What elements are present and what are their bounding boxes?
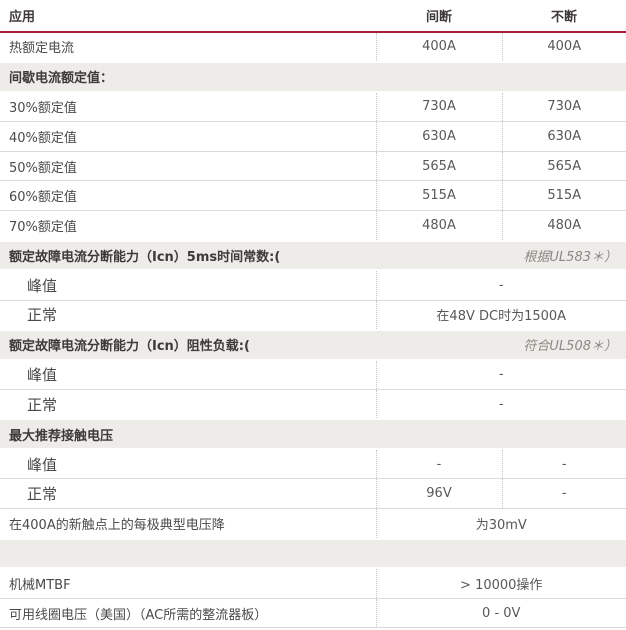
row-label: 在400A的新触点上的每极典型电压降 <box>0 508 376 540</box>
intermittent-value: 565A <box>375 151 502 182</box>
merged-value: 在48V DC时为1500A <box>375 300 626 331</box>
row-contact-voltage-normal: 正常 96V - <box>0 478 626 510</box>
intermittent-value: 515A <box>375 180 502 212</box>
row-label: 可用线圈电压（美国）（AC所需的整流器板） <box>0 598 376 629</box>
section-intermittent-ratings: 间歇电流额定值： <box>0 60 626 93</box>
intermittent-value: 730A <box>375 91 502 122</box>
intermittent-value: 96V <box>375 478 502 510</box>
row-thermal-current: 热额定电流 400A 400A <box>0 32 626 63</box>
row-label: 峰值 <box>0 449 376 480</box>
row-label: 30%额定值 <box>0 91 376 122</box>
merged-value: - <box>375 359 626 391</box>
row-label: 70%额定值 <box>0 210 376 242</box>
row-30-percent: 30%额定值 730A 730A <box>0 91 626 122</box>
merged-value: 0 - 0V <box>375 598 626 629</box>
merged-value: - <box>375 270 626 301</box>
table-header-row: 应用 间断 不断 <box>0 0 626 33</box>
row-label: 机械MTBF <box>0 568 376 599</box>
continuous-value: 480A <box>501 210 626 242</box>
section-note: 符合UL508＊） <box>523 339 617 355</box>
section-label: 额定故障电流分断能力（Icn）5ms时间常数:( <box>9 249 281 265</box>
row-60-percent: 60%额定值 515A 515A <box>0 180 626 212</box>
row-icn-resistive-peak: 峰值 - <box>0 359 626 391</box>
row-label: 正常 <box>0 300 376 331</box>
continuous-value: 630A <box>501 121 626 152</box>
continuous-value: 515A <box>501 180 626 212</box>
merged-value: > 10000操作 <box>375 568 626 599</box>
continuous-value: 730A <box>501 91 626 122</box>
empty-section-row <box>0 537 626 570</box>
section-icn-resistive: 额定故障电流分断能力（Icn）阻性负载:( 符合UL508＊） <box>0 328 626 361</box>
intermittent-value: 630A <box>375 121 502 152</box>
intermittent-value: 400A <box>375 32 502 63</box>
row-voltage-drop: 在400A的新触点上的每极典型电压降 为30mV <box>0 508 626 540</box>
intermittent-value: - <box>375 449 502 480</box>
row-label: 正常 <box>0 389 376 420</box>
continuous-value: - <box>501 449 626 480</box>
header-application: 应用 <box>0 0 376 33</box>
continuous-value: - <box>501 478 626 510</box>
row-label: 正常 <box>0 478 376 510</box>
row-coil-voltage: 可用线圈电压（美国）（AC所需的整流器板） 0 - 0V <box>0 598 626 629</box>
intermittent-value: 480A <box>375 210 502 242</box>
continuous-value: 400A <box>501 32 626 63</box>
section-label: 额定故障电流分断能力（Icn）阻性负载:( <box>9 339 250 355</box>
row-label: 50%额定值 <box>0 151 376 182</box>
row-contact-voltage-peak: 峰值 - - <box>0 449 626 480</box>
merged-value: 为30mV <box>375 508 626 540</box>
row-icn-resistive-normal: 正常 - <box>0 389 626 420</box>
row-70-percent: 70%额定值 480A 480A <box>0 210 626 242</box>
row-icn-5ms-peak: 峰值 - <box>0 270 626 301</box>
section-label: 间歇电流额定值： <box>9 71 114 87</box>
row-label: 峰值 <box>0 270 376 301</box>
row-mechanical-mtbf: 机械MTBF > 10000操作 <box>0 568 626 599</box>
row-40-percent: 40%额定值 630A 630A <box>0 121 626 152</box>
section-icn-5ms: 额定故障电流分断能力（Icn）5ms时间常数:( 根据UL583＊） <box>0 239 626 272</box>
section-note: 根据UL583＊） <box>523 249 617 265</box>
row-label: 40%额定值 <box>0 121 376 152</box>
row-50-percent: 50%额定值 565A 565A <box>0 151 626 182</box>
merged-value: - <box>375 389 626 420</box>
continuous-value: 565A <box>501 151 626 182</box>
row-label: 峰值 <box>0 359 376 391</box>
header-continuous: 不断 <box>502 0 626 33</box>
header-intermittent: 间断 <box>376 0 502 33</box>
section-label: 最大推荐接触电压 <box>9 428 114 444</box>
section-contact-voltage: 最大推荐接触电压 <box>0 418 626 451</box>
row-icn-5ms-normal: 正常 在48V DC时为1500A <box>0 300 626 331</box>
row-label: 热额定电流 <box>0 32 376 63</box>
row-label: 60%额定值 <box>0 180 376 212</box>
